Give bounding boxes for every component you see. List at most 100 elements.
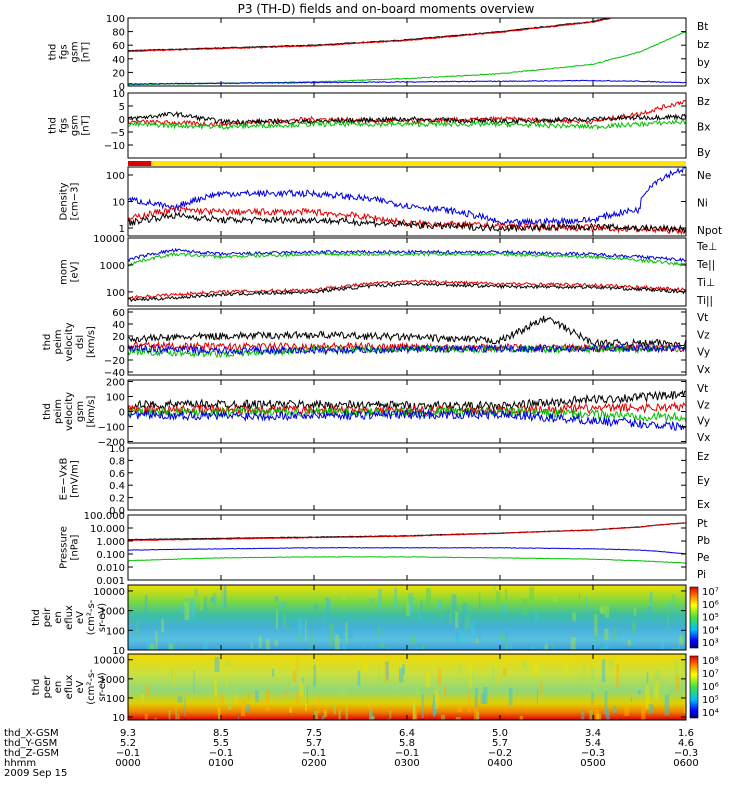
y-axis-label: en	[53, 611, 64, 624]
series-Vt	[128, 315, 686, 349]
y-axis-label: peim	[53, 329, 64, 354]
y-axis-label: [nT]	[81, 115, 92, 135]
panel-1: 0 20 40 60 80 100 thd fgs gsm [nT] Bt bz by bx	[48, 14, 710, 93]
colorbar-label: 10⁸	[702, 656, 719, 667]
y-tick-label: 10	[112, 198, 125, 209]
ephemeris-value: 5.2	[120, 738, 136, 749]
colorbar-label: 10³	[702, 638, 719, 649]
panel-8: 100.000 10.000 1.000 0.100 0.010 0.001 Pressur…	[59, 511, 711, 587]
spectrogram	[128, 585, 686, 650]
legend-label: Vz	[697, 329, 710, 341]
y-axis-label: [nT]	[81, 42, 92, 62]
series-Pt	[128, 522, 686, 541]
ephemeris-value: 3.4	[585, 728, 601, 739]
legend-label: Vy	[697, 347, 710, 359]
ephemeris-value: 0400	[487, 758, 512, 769]
series-Vt	[128, 389, 686, 412]
y-tick-label: 10	[112, 646, 125, 657]
y-axis-label: (cm²-s-	[86, 599, 97, 635]
legend-label: Vt	[697, 312, 708, 324]
y-tick-label: −5	[110, 128, 125, 139]
legend-label: Ey	[697, 475, 710, 487]
y-tick-label: 5	[119, 102, 125, 113]
ephemeris-value: −0.3	[581, 748, 605, 759]
y-tick-label: 10000	[93, 587, 125, 598]
panel-frame	[127, 447, 687, 511]
series-group	[128, 522, 686, 564]
panel-6: 200 100 0 −100 −200 thd peim velocity gsm [km/s] V…	[42, 378, 710, 449]
ephemeris-value: 4.6	[678, 738, 694, 749]
series-Pb	[128, 522, 686, 542]
ephemeris-row-label: thd_Y-GSM	[4, 738, 57, 749]
colorbar-label: 10⁴	[702, 708, 719, 719]
ephemeris-value: 1.6	[678, 728, 694, 739]
date-label: 2009 Sep 15	[4, 768, 67, 779]
y-tick-label: 100.000	[84, 511, 125, 522]
series-Npot	[128, 167, 686, 227]
legend-label: Pi	[697, 569, 706, 581]
colorbar-label: 10⁵	[702, 613, 719, 624]
series-Pe	[128, 556, 686, 564]
legend-label: Ex	[697, 499, 710, 511]
series-Vx	[128, 342, 686, 356]
colorbar	[689, 655, 699, 719]
ephemeris-value: −0.1	[116, 748, 140, 759]
ephemeris-value: 5.5	[213, 738, 229, 749]
ephemeris-value: 0300	[394, 758, 419, 769]
y-tick-label: 100	[106, 694, 125, 705]
y-axis-label: [cm−3]	[70, 183, 81, 221]
series-Bz	[128, 100, 686, 128]
legend-label: Ti||	[696, 295, 713, 307]
legend-label: Pt	[697, 518, 707, 530]
series-Vx	[128, 408, 686, 431]
spectrogram-texture	[141, 654, 686, 720]
ephemeris-row-label: thd_X-GSM	[4, 728, 59, 739]
legend-label: Vy	[697, 416, 710, 428]
colorbar-label: 10⁶	[702, 682, 719, 693]
series-group	[128, 315, 686, 359]
y-tick-label: 100	[106, 393, 125, 404]
legend-label: Vz	[697, 399, 710, 411]
y-axis-label: eflux	[64, 675, 75, 700]
y-tick-label: 0.010	[96, 563, 125, 574]
ephemeris-row-label: hhmm	[4, 758, 36, 769]
y-axis-label: thd	[42, 334, 53, 351]
y-axis-label: sr-eV)	[97, 603, 108, 632]
y-tick-label: 100	[106, 288, 125, 299]
ephemeris-value: 7.5	[306, 728, 322, 739]
legend-label: Ne	[697, 170, 711, 182]
legend-label: Vx	[697, 432, 710, 444]
series-Ti⊥	[128, 247, 686, 263]
y-axis-label: [mV/m]	[70, 460, 81, 498]
panel-4: 100 1000 10000 mom [eV] Te⊥ Te|| Ti⊥ Ti||	[59, 234, 718, 307]
y-tick-label: 0.001	[96, 576, 125, 587]
y-axis-label: thd	[31, 609, 42, 626]
y-tick-label: 0.2	[109, 494, 125, 505]
y-axis-label: thd	[48, 44, 59, 61]
y-tick-label: −40	[104, 368, 125, 379]
ephemeris-value: 8.5	[213, 728, 229, 739]
y-axis-label: thd	[48, 117, 59, 134]
y-axis-label: thd	[31, 679, 42, 696]
ephemeris-row-label: thd_Z-GSM	[4, 748, 59, 759]
y-tick-label: 40	[112, 320, 125, 331]
y-axis-label: peir	[42, 607, 53, 627]
ephemeris-value: −0.1	[395, 748, 419, 759]
y-tick-label: 0.6	[109, 469, 125, 480]
ephemeris-value: 0000	[115, 758, 140, 769]
y-axis-label: fgs	[59, 44, 70, 59]
panel-frame	[127, 92, 687, 159]
colorbar-label: 10⁶	[702, 600, 719, 611]
mode-bar	[128, 161, 686, 166]
panel-frame	[127, 17, 687, 87]
ephemeris-value: 5.8	[399, 738, 415, 749]
y-axis-label: fgs	[59, 118, 70, 133]
y-tick-label: 60	[112, 41, 125, 52]
y-axis-label: [km/s]	[86, 395, 97, 427]
y-tick-label: 10000	[93, 656, 125, 667]
y-tick-label: 10.000	[90, 524, 125, 535]
y-axis-label: E=−VxB	[59, 458, 70, 501]
y-tick-label: 200	[106, 378, 125, 389]
y-axis-label: (cm²-s-	[86, 669, 97, 705]
